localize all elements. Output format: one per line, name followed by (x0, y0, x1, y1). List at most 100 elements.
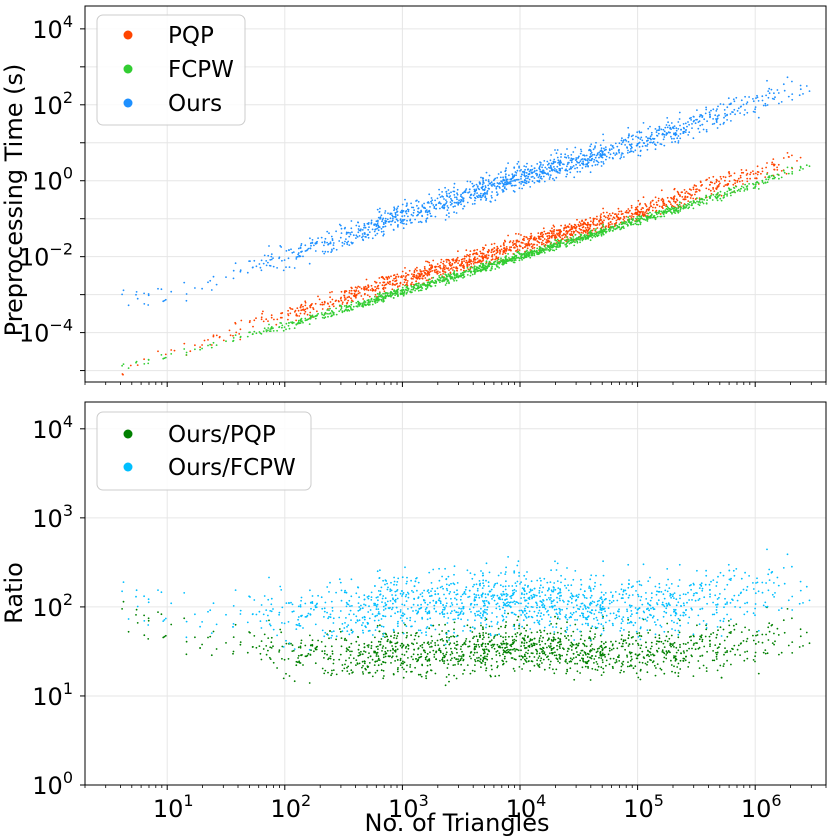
scatter-point (550, 154, 552, 156)
scatter-point (552, 638, 555, 641)
scatter-point (630, 223, 633, 226)
scatter-point (430, 635, 433, 638)
scatter-point (637, 210, 640, 212)
scatter-point (392, 228, 395, 231)
scatter-point (409, 219, 411, 222)
scatter-point (473, 643, 476, 646)
scatter-point (399, 219, 402, 221)
scatter-point (391, 288, 394, 291)
scatter-point (668, 210, 670, 212)
scatter-point (207, 339, 209, 341)
scatter-point (542, 636, 544, 639)
scatter-point (320, 312, 323, 314)
scatter-point (666, 126, 669, 129)
scatter-point (724, 115, 727, 117)
scatter-point (326, 312, 328, 315)
scatter-point (730, 194, 732, 197)
scatter-point (748, 629, 750, 631)
scatter-point (448, 216, 450, 218)
scatter-point (754, 108, 756, 111)
scatter-point (593, 227, 595, 230)
scatter-point (262, 310, 264, 313)
scatter-point (201, 347, 204, 350)
scatter-point (549, 243, 552, 246)
scatter-point (497, 627, 500, 630)
scatter-point (620, 139, 623, 142)
scatter-point (324, 250, 327, 253)
scatter-point (332, 302, 335, 305)
scatter-point (362, 298, 365, 300)
scatter-point (263, 254, 266, 257)
scatter-point (344, 240, 346, 243)
scatter-point (551, 227, 553, 230)
scatter-point (338, 223, 341, 226)
scatter-point (708, 188, 710, 191)
scatter-point (400, 209, 403, 212)
scatter-point (555, 668, 558, 671)
scatter-point (293, 311, 296, 313)
scatter-point (357, 292, 360, 295)
scatter-point (724, 651, 727, 654)
scatter-point (584, 230, 587, 232)
scatter-point (542, 175, 545, 178)
scatter-point (283, 326, 286, 328)
scatter-point (320, 236, 323, 239)
scatter-point (601, 232, 604, 235)
scatter-point (405, 650, 408, 653)
scatter-point (445, 202, 447, 205)
scatter-point (611, 223, 613, 225)
scatter-point (215, 648, 218, 650)
scatter-point (499, 251, 501, 254)
scatter-point (578, 236, 580, 239)
scatter-point (444, 623, 446, 626)
scatter-point (610, 648, 613, 651)
scatter-point (696, 118, 698, 121)
scatter-point (438, 201, 441, 204)
scatter-point (600, 233, 603, 236)
scatter-point (674, 210, 677, 212)
scatter-point (567, 155, 569, 157)
scatter-point (706, 199, 708, 202)
scatter-point (374, 302, 377, 304)
scatter-point (575, 643, 578, 646)
scatter-point (331, 652, 334, 655)
scatter-point (235, 331, 238, 334)
scatter-point (515, 174, 517, 177)
scatter-point (258, 645, 261, 647)
scatter-point (287, 313, 289, 315)
scatter-point (622, 139, 625, 142)
scatter-point (670, 208, 672, 211)
scatter-point (708, 111, 711, 114)
scatter-point (448, 196, 451, 199)
scatter-point (453, 279, 455, 282)
scatter-point (538, 173, 541, 176)
scatter-point (371, 303, 374, 306)
scatter-point (406, 281, 408, 284)
scatter-point (314, 242, 317, 245)
scatter-point (631, 215, 633, 217)
scatter-point (662, 207, 664, 210)
scatter-point (716, 179, 718, 182)
scatter-point (733, 179, 736, 181)
scatter-point (623, 156, 625, 158)
scatter-point (419, 220, 422, 223)
scatter-point (624, 211, 627, 214)
scatter-point (436, 273, 439, 275)
scatter-point (581, 236, 584, 239)
scatter-point (335, 230, 337, 233)
scatter-point (376, 297, 379, 300)
scatter-point (722, 197, 725, 199)
scatter-point (565, 243, 567, 246)
scatter-point (580, 148, 582, 151)
scatter-point (529, 238, 532, 240)
scatter-point (680, 191, 683, 194)
scatter-point (592, 148, 595, 151)
scatter-point (517, 233, 520, 235)
scatter-point (766, 104, 769, 106)
scatter-point (607, 151, 610, 154)
scatter-point (344, 290, 346, 292)
scatter-point (518, 165, 520, 168)
scatter-point (605, 659, 608, 662)
